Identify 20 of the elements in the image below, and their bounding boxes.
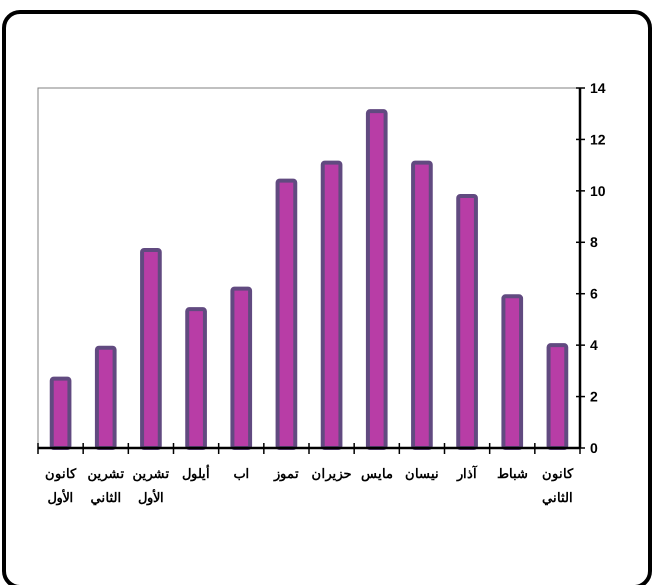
x-tick-label: تشرين الأول [132,466,170,506]
x-tick-label: تشرين الثاني [87,466,124,506]
x-tick-label: كانون الأول [45,466,78,506]
x-tick-label: حزيران [312,466,352,482]
y-tick-label: 6 [590,286,598,302]
y-tick-label: 2 [590,388,598,404]
y-tick-label: 14 [590,80,606,96]
x-tick-label: آذار [456,465,478,482]
x-tick-label: أيلول [182,465,210,482]
x-tick-label: اب [233,466,250,481]
y-tick-label: 0 [590,440,598,456]
y-tick-label: 8 [590,234,598,250]
y-tick-label: 10 [590,182,606,199]
y-tick-label: 12 [590,131,606,148]
x-tick-label: نيسان [404,466,439,481]
x-tick-label: كانون الثاني [542,466,574,506]
x-tick-label: تموز [272,466,299,482]
y-tick-label: 4 [590,337,598,354]
x-tick-label: مايس [360,466,393,482]
x-tick-label: شباط [496,466,528,481]
